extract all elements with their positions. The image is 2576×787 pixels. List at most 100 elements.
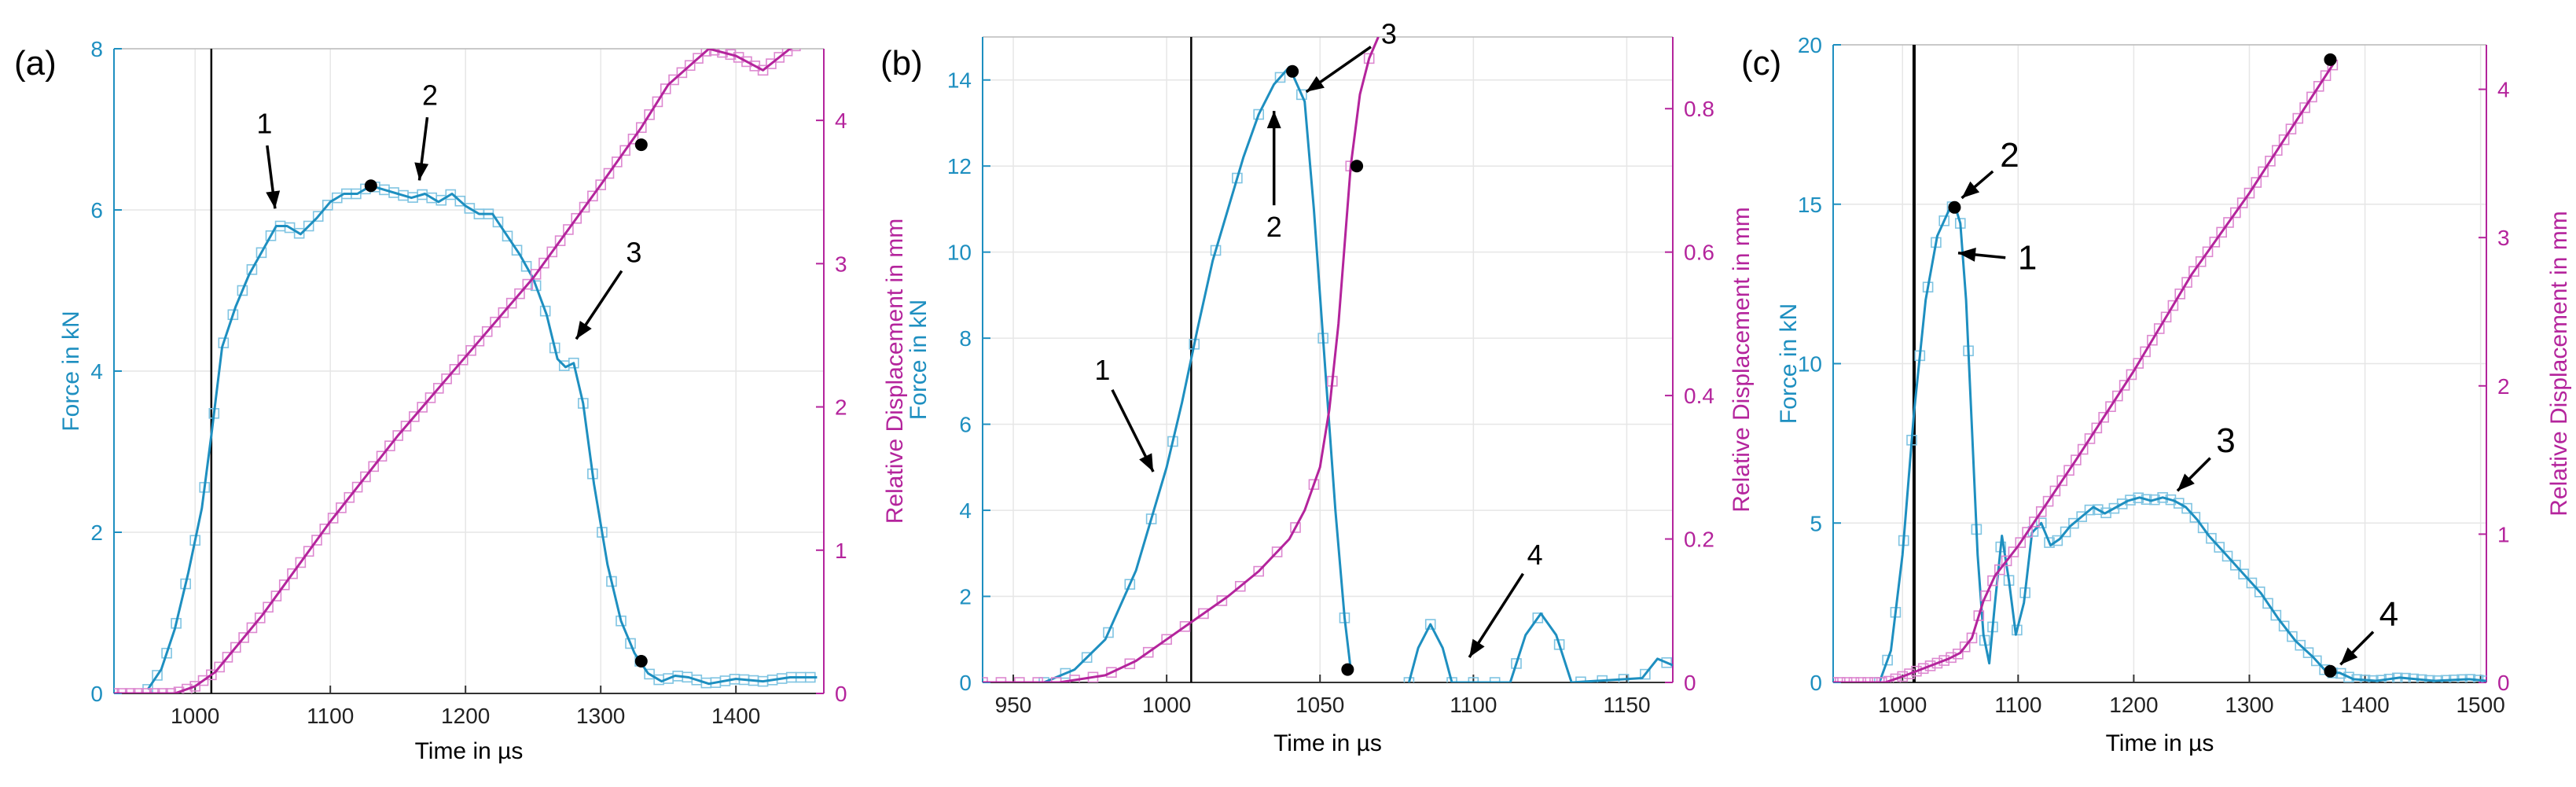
force-series-marker xyxy=(2270,609,2282,621)
force-series-marker xyxy=(227,309,239,321)
displacement-series-marker xyxy=(1198,608,1209,620)
force-series-marker xyxy=(2246,577,2258,589)
displacement-series-marker xyxy=(1980,590,1991,601)
annotation-arrow-head xyxy=(1958,248,1976,262)
displacement-series-marker xyxy=(2147,334,2158,346)
displacement-series-marker xyxy=(676,67,688,79)
y-right-tick-label: 0 xyxy=(1684,671,1696,695)
annotation-label: 1 xyxy=(256,107,272,139)
y-left-tick-label: 10 xyxy=(1798,352,1822,377)
force-series-marker xyxy=(1296,89,1307,101)
force-series-marker xyxy=(2278,620,2290,632)
displacement-series-marker xyxy=(660,83,671,94)
force-series-marker xyxy=(2262,598,2273,609)
displacement-series-marker xyxy=(546,246,558,258)
force-series-marker xyxy=(293,227,305,239)
displacement-series-marker xyxy=(182,683,193,693)
displacement-series-marker xyxy=(344,491,355,503)
displacement-series-marker xyxy=(2258,166,2269,178)
force-series-marker xyxy=(502,230,513,242)
displacement-series-marker xyxy=(2223,217,2234,228)
annotation-arrow-head xyxy=(1266,111,1281,129)
displacement-series-marker xyxy=(2077,443,2089,455)
displacement-series-marker xyxy=(254,612,266,623)
panel-label: (a) xyxy=(14,44,57,83)
displacement-series-marker xyxy=(1841,677,1853,682)
force-series-marker xyxy=(2295,639,2306,651)
displacement-series-marker xyxy=(790,49,801,52)
annotation-arrow-head xyxy=(2177,473,2195,491)
force-series-marker xyxy=(2141,494,2152,506)
displacement-series-marker xyxy=(2278,134,2290,145)
y-left-tick-label: 8 xyxy=(90,37,103,61)
force-series-marker xyxy=(322,200,333,211)
displacement-series-marker xyxy=(2299,102,2310,113)
displacement-series-marker xyxy=(441,373,452,384)
displacement-series-marker xyxy=(684,60,696,72)
displacement-series-marker xyxy=(603,167,615,179)
force-series-marker xyxy=(1124,579,1136,590)
displacement-series-marker xyxy=(473,335,485,347)
displacement-series-marker xyxy=(2306,91,2317,103)
displacement-series-marker xyxy=(197,675,209,686)
displacement-series-marker xyxy=(2112,390,2123,402)
y-left-tick-label: 0 xyxy=(959,671,972,695)
annotation-label: 3 xyxy=(1381,18,1397,50)
displacement-series-marker xyxy=(2174,289,2186,300)
displacement-series-marker xyxy=(2313,81,2324,92)
y-right-tick-label: 3 xyxy=(2497,226,2510,250)
displacement-series-marker xyxy=(1106,667,1117,679)
x-tick-label: 1000 xyxy=(1878,693,1927,717)
y-left-tick-label: 6 xyxy=(959,413,972,437)
displacement-series-marker xyxy=(2126,369,2137,381)
displacement-series-marker xyxy=(116,688,128,693)
displacement-series-marker xyxy=(1883,675,1894,682)
marked-point xyxy=(364,179,377,193)
displacement-series-marker xyxy=(376,451,388,462)
displacement-series-marker xyxy=(1142,646,1154,658)
displacement-series-marker xyxy=(157,688,168,693)
displacement-series-marker xyxy=(287,568,298,579)
displacement-series-marker xyxy=(173,686,185,693)
annotation-arrow-head xyxy=(1469,638,1485,658)
y-right-axis-label: Relative Displacement in mm xyxy=(882,219,908,524)
displacement-series-marker xyxy=(2015,537,2027,548)
y-right-tick-label: 1 xyxy=(835,539,847,563)
force-series-marker xyxy=(1274,72,1286,83)
displacement-series-marker xyxy=(214,661,225,673)
force-series-marker xyxy=(161,647,172,659)
displacement-series-marker xyxy=(571,212,582,224)
displacement-series-marker xyxy=(2243,187,2255,199)
displacement-series-marker xyxy=(2216,226,2227,238)
force-series-marker xyxy=(2214,542,2225,553)
displacement-series-marker xyxy=(432,383,444,394)
force-series-marker xyxy=(1081,652,1093,664)
displacement-series-marker xyxy=(2153,323,2165,334)
y-left-tick-label: 0 xyxy=(90,682,103,706)
panel-c-chart: 1000 1100 1200 1300 1400 15000510152001234Tim… xyxy=(1741,33,2572,756)
annotation-label: 2 xyxy=(2000,136,2019,175)
force-series-marker xyxy=(1210,245,1222,256)
displacement-series-marker xyxy=(1271,546,1283,557)
displacement-series-marker xyxy=(595,179,607,190)
y-right-tick-label: 2 xyxy=(2497,374,2510,399)
displacement-series-marker xyxy=(538,257,549,269)
force-series-marker xyxy=(2181,502,2192,514)
force-series-marker xyxy=(152,670,163,681)
annotation-label: 3 xyxy=(2216,421,2235,460)
x-tick-label: 1200 xyxy=(2109,693,2158,717)
force-series-marker xyxy=(1232,172,1243,184)
displacement-series-marker xyxy=(554,235,566,246)
y-left-tick-label: 15 xyxy=(1798,193,1822,217)
displacement-series-marker xyxy=(579,201,590,213)
data-layer xyxy=(983,37,1673,682)
panel-a-chart: 1000 1100 1200 1300 1400 0 2 4 6 8 0 1 2 3 4 Time in µs… xyxy=(14,37,908,764)
annotation-arrow-head xyxy=(266,190,281,209)
displacement-series-line xyxy=(114,49,793,693)
displacement-series-marker xyxy=(1869,677,1880,682)
force-series-marker xyxy=(1640,668,1651,680)
displacement-series-marker xyxy=(1959,641,1971,653)
displacement-series-marker xyxy=(1946,652,1957,664)
force-series-marker xyxy=(2238,568,2249,579)
displacement-series-marker xyxy=(2118,380,2130,391)
